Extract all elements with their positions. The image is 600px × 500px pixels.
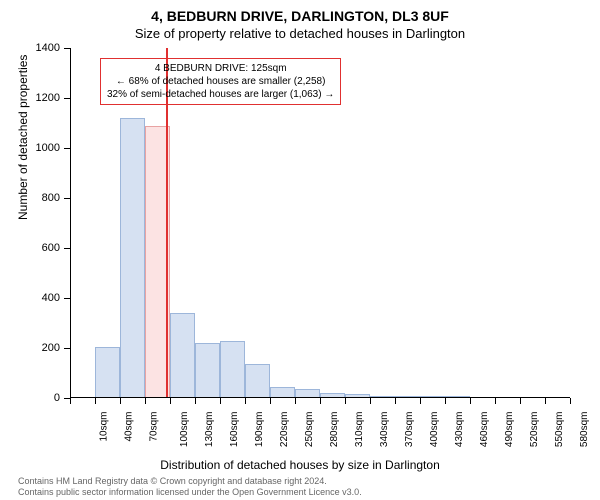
x-tick bbox=[395, 398, 396, 404]
histogram-bar bbox=[95, 347, 120, 398]
x-tick-label: 520sqm bbox=[529, 412, 540, 448]
y-tick-label: 800 bbox=[20, 192, 60, 204]
annotation-line: 4 BEDBURN DRIVE: 125sqm bbox=[107, 62, 334, 75]
x-tick-label: 400sqm bbox=[429, 412, 440, 448]
x-tick-label: 70sqm bbox=[149, 412, 160, 442]
chart-container: 4, BEDBURN DRIVE, DARLINGTON, DL3 8UF Si… bbox=[0, 0, 600, 500]
x-tick bbox=[520, 398, 521, 404]
y-axis-line bbox=[70, 48, 71, 398]
x-tick bbox=[295, 398, 296, 404]
x-tick bbox=[95, 398, 96, 404]
y-tick-label: 400 bbox=[20, 292, 60, 304]
y-tick-label: 1200 bbox=[20, 92, 60, 104]
x-tick bbox=[445, 398, 446, 404]
x-tick bbox=[195, 398, 196, 404]
x-tick-label: 40sqm bbox=[124, 412, 135, 442]
footer-line-1: Contains HM Land Registry data © Crown c… bbox=[18, 476, 362, 487]
histogram-bar bbox=[195, 343, 220, 398]
x-tick bbox=[570, 398, 571, 404]
x-tick bbox=[120, 398, 121, 404]
x-tick-label: 340sqm bbox=[379, 412, 390, 448]
annotation-line: ← 68% of detached houses are smaller (2,… bbox=[107, 75, 334, 88]
x-axis-title: Distribution of detached houses by size … bbox=[0, 458, 600, 472]
histogram-bar bbox=[170, 313, 195, 398]
y-tick-label: 0 bbox=[20, 392, 60, 404]
x-tick-label: 370sqm bbox=[404, 412, 415, 448]
plot-inner: 020040060080010001200140010sqm40sqm70sqm… bbox=[70, 48, 570, 398]
x-tick bbox=[370, 398, 371, 404]
chart-subtitle: Size of property relative to detached ho… bbox=[0, 24, 600, 41]
x-tick-label: 160sqm bbox=[229, 412, 240, 448]
x-tick-label: 220sqm bbox=[279, 412, 290, 448]
plot-area: 020040060080010001200140010sqm40sqm70sqm… bbox=[70, 48, 570, 398]
x-tick bbox=[220, 398, 221, 404]
y-tick-label: 1400 bbox=[20, 42, 60, 54]
x-tick bbox=[170, 398, 171, 404]
x-tick bbox=[545, 398, 546, 404]
x-axis-line bbox=[70, 397, 570, 398]
x-tick bbox=[145, 398, 146, 404]
y-tick-label: 200 bbox=[20, 342, 60, 354]
x-tick-label: 250sqm bbox=[304, 412, 315, 448]
footer: Contains HM Land Registry data © Crown c… bbox=[18, 476, 362, 498]
x-tick-label: 130sqm bbox=[204, 412, 215, 448]
x-tick-label: 310sqm bbox=[354, 412, 365, 448]
x-tick bbox=[495, 398, 496, 404]
x-tick-label: 280sqm bbox=[329, 412, 340, 448]
histogram-bar bbox=[120, 118, 145, 398]
y-tick-label: 600 bbox=[20, 242, 60, 254]
histogram-bar bbox=[220, 341, 245, 399]
x-tick-label: 190sqm bbox=[254, 412, 265, 448]
x-tick-label: 10sqm bbox=[99, 412, 110, 442]
x-tick-label: 550sqm bbox=[554, 412, 565, 448]
chart-title: 4, BEDBURN DRIVE, DARLINGTON, DL3 8UF bbox=[0, 0, 600, 24]
footer-line-2: Contains public sector information licen… bbox=[18, 487, 362, 498]
x-tick-label: 460sqm bbox=[479, 412, 490, 448]
x-tick bbox=[470, 398, 471, 404]
x-tick-label: 490sqm bbox=[504, 412, 515, 448]
x-tick-label: 430sqm bbox=[454, 412, 465, 448]
annotation-box: 4 BEDBURN DRIVE: 125sqm← 68% of detached… bbox=[100, 58, 341, 105]
histogram-bar bbox=[245, 364, 270, 398]
x-tick bbox=[345, 398, 346, 404]
x-tick bbox=[420, 398, 421, 404]
x-tick bbox=[320, 398, 321, 404]
x-tick bbox=[70, 398, 71, 404]
annotation-line: 32% of semi-detached houses are larger (… bbox=[107, 88, 334, 101]
x-tick-label: 580sqm bbox=[579, 412, 590, 448]
x-tick bbox=[270, 398, 271, 404]
y-tick-label: 1000 bbox=[20, 142, 60, 154]
x-tick bbox=[245, 398, 246, 404]
x-tick-label: 100sqm bbox=[179, 412, 190, 448]
